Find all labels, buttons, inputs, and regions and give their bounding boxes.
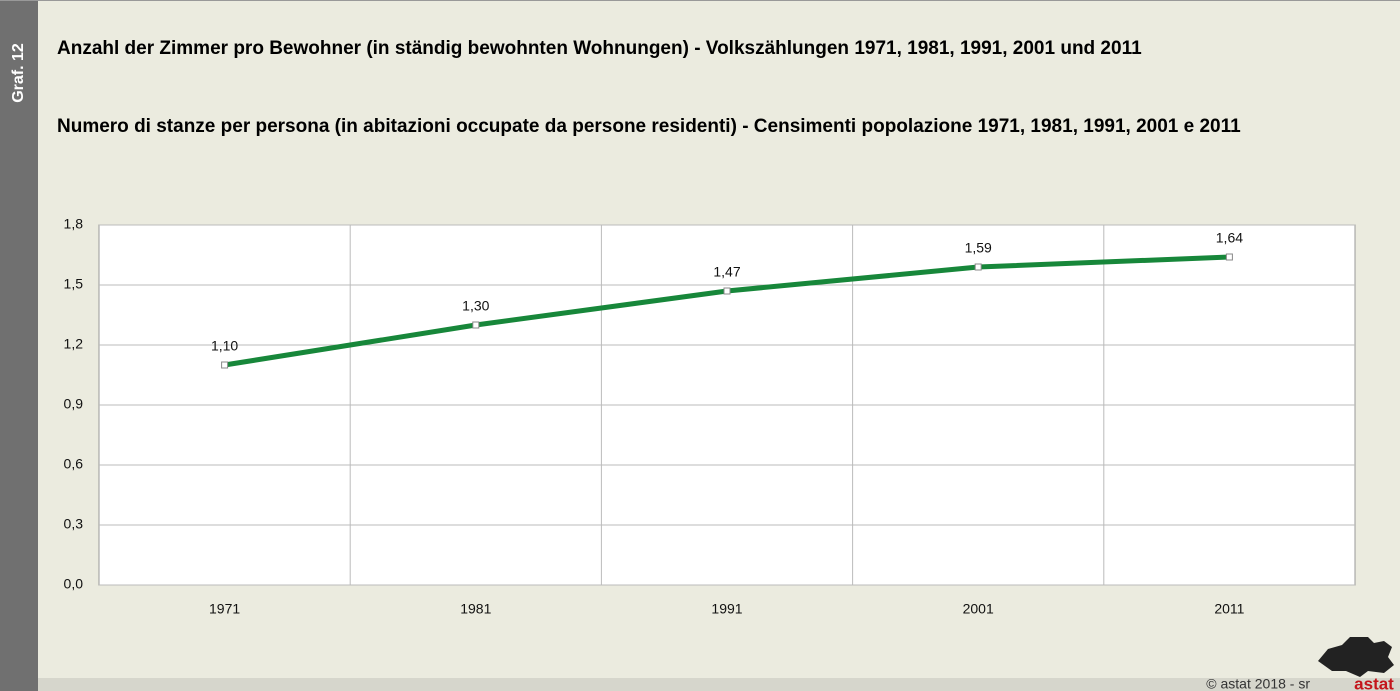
x-tick-label: 2001 (963, 601, 994, 617)
x-tick-label: 1991 (711, 601, 742, 617)
x-tick-label: 1971 (209, 601, 240, 617)
y-tick-label: 0,6 (64, 456, 84, 472)
y-tick-label: 0,3 (64, 516, 84, 532)
point (221, 361, 229, 369)
chart-subtitle: Numero di stanze per persona (in abitazi… (57, 116, 1241, 137)
y-tick-label: 1,2 (64, 336, 84, 352)
point (723, 287, 731, 295)
logo-text: astat (1354, 674, 1394, 691)
value-label: 1,47 (713, 264, 740, 280)
x-tick-label: 1981 (460, 601, 491, 617)
y-tick-label: 0,0 (64, 576, 84, 592)
y-tick-label: 1,8 (64, 216, 84, 232)
logo-shape (1318, 637, 1394, 677)
point (1225, 253, 1233, 261)
value-label: 1,10 (211, 338, 238, 354)
chart-title: Anzahl der Zimmer pro Bewohner (in ständ… (57, 38, 1142, 59)
y-tick-label: 1,5 (64, 276, 84, 292)
value-label: 1,30 (462, 298, 489, 314)
side-strip (0, 1, 38, 691)
point (974, 263, 982, 271)
y-tick-label: 0,9 (64, 396, 84, 412)
bottom-band (38, 678, 1400, 691)
point (472, 321, 480, 329)
x-tick-label: 2011 (1214, 601, 1244, 617)
value-label: 1,64 (1216, 230, 1243, 246)
value-label: 1,59 (965, 240, 992, 256)
credit: © astat 2018 - sr (1206, 676, 1310, 691)
